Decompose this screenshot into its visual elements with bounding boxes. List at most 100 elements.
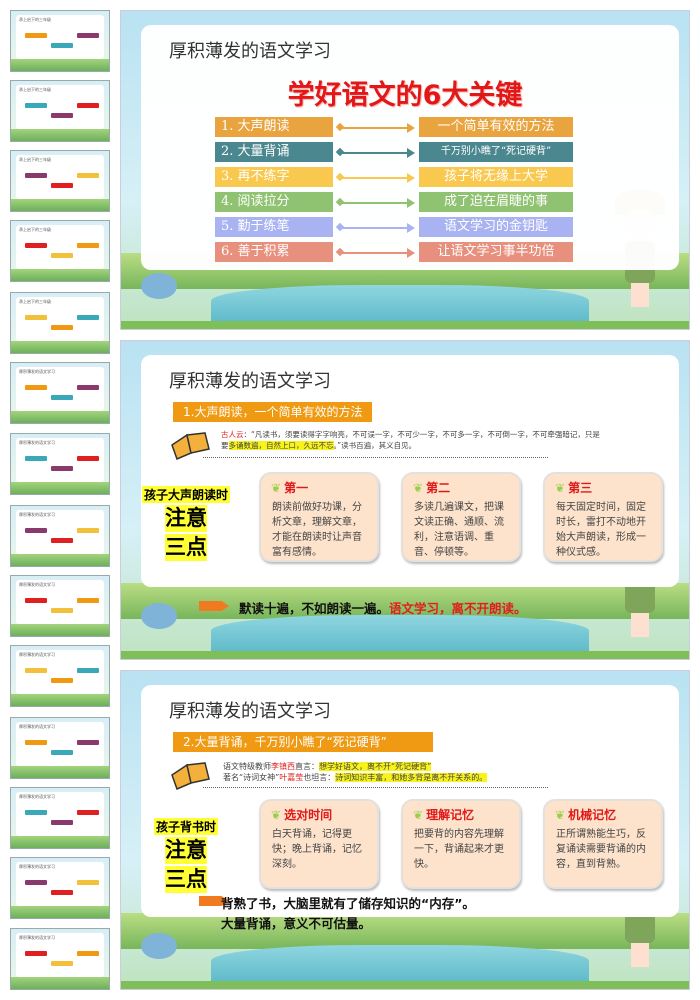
quote-text: 古人云：“凡读书，须要读得字字响亮，不可误一字，不可少一字，不可多一字，不可倒一… (221, 430, 600, 450)
thumbnail-title: 厚积薄发的语文学习 (19, 440, 55, 445)
key-row: 6. 善于积累 让语文学习事半功倍 (215, 242, 673, 262)
key-description: 语文学习的金钥匙 (419, 217, 573, 237)
thumbnail-title: 承上启下的三年级 (19, 17, 51, 22)
slide-thumbnail[interactable]: 厚积薄发的语文学习 (10, 575, 110, 637)
quote-text: 语文特级教师李镇西直言：想学好语文，离不开“死记硬背” 著名“诗词女神”叶嘉莹也… (223, 762, 488, 782)
thumbnail-block (77, 810, 99, 815)
double-arrow-icon (339, 248, 415, 258)
thumbnail-title: 厚积薄发的语文学习 (19, 794, 55, 799)
attention-note: 孩子背书时 注意 三点 (153, 818, 218, 893)
thumbnail-block (77, 385, 99, 390)
book-icon (171, 762, 210, 791)
double-arrow-icon (339, 173, 415, 183)
slide-thumbnail[interactable]: 承上启下的三年级 (10, 80, 110, 142)
flag-icon (199, 896, 229, 906)
slide-six-keys[interactable]: 厚积薄发的语文学习 学好语文的6大关键 1. 大声朗读 一个简单有效的方法 2. 大… (120, 10, 690, 330)
slide-title: 厚积薄发的语文学习 (169, 41, 331, 62)
thumbnail-block (77, 33, 99, 38)
summary-line: 默读十遍，不如朗读一遍。语文学习，离不开朗读。 (239, 601, 527, 616)
slide-thumbnail[interactable]: 厚积薄发的语文学习 (10, 505, 110, 567)
tip-card: ❦ 第三 每天固定时间，固定时长，雷打不动地开始大声朗读，形成一种仪式感。 (543, 472, 663, 562)
slide-thumbnail[interactable]: 厚积薄发的语文学习 (10, 433, 110, 495)
slide-thumbnail[interactable]: 厚积薄发的语文学习 (10, 787, 110, 849)
slide-read-aloud[interactable]: 厚积薄发的语文学习 1.大声朗读，一个简单有效的方法 古人云：“凡读书，须要读得… (120, 340, 690, 660)
thumbnail-block (77, 103, 99, 108)
thumbnail-block (51, 750, 73, 755)
tip-card: ❦ 第二 多读几遍课文，把课文读正确、通顺、流利，注意语调、重音、停顿等。 (401, 472, 521, 562)
thumbnail-block (51, 183, 73, 188)
slide-title: 厚积薄发的语文学习 (169, 701, 331, 722)
thumbnail-block (51, 43, 73, 48)
card-body: 把要背的内容先理解一下，背诵起来才更快。 (414, 829, 504, 870)
section-banner: 1.大声朗读，一个简单有效的方法 (173, 402, 373, 422)
leaf-icon: ❦ (555, 481, 566, 495)
thumbnail-block (25, 740, 47, 745)
leaf-icon: ❦ (413, 808, 424, 822)
scenery (121, 909, 689, 989)
card-body: 每天固定时间，固定时长，雷打不动地开始大声朗读，形成一种仪式感。 (556, 502, 646, 558)
slide-thumbnail[interactable]: 厚积薄发的语文学习 (10, 857, 110, 919)
double-arrow-icon (339, 198, 415, 208)
key-row: 4. 阅读拉分 成了迫在眉睫的事 (215, 192, 673, 212)
thumbnail-title: 承上启下的三年级 (19, 299, 51, 304)
card-body: 多读几遍课文，把课文读正确、通顺、流利，注意语调、重音、停顿等。 (414, 502, 504, 558)
thumbnail-title: 承上启下的三年级 (19, 157, 51, 162)
thumbnail-block (77, 668, 99, 673)
leaf-icon: ❦ (271, 808, 282, 822)
key-label: 4. 阅读拉分 (215, 192, 333, 212)
leaf-icon: ❦ (413, 481, 424, 495)
thumbnail-block (25, 456, 47, 461)
thumbnail-block (77, 456, 99, 461)
key-row: 5. 勤于练笔 语文学习的金钥匙 (215, 217, 673, 237)
leaf-icon: ❦ (271, 481, 282, 495)
slide-heading: 学好语文的6大关键 (287, 80, 523, 111)
key-description: 让语文学习事半功倍 (419, 242, 573, 262)
key-description: 成了迫在眉睫的事 (419, 192, 573, 212)
slide-thumbnail[interactable]: 厚积薄发的语文学习 (10, 717, 110, 779)
thumbnail-block (51, 325, 73, 330)
thumbnail-block (25, 243, 47, 248)
slide-thumbnail[interactable]: 厚积薄发的语文学习 (10, 645, 110, 707)
dotted-divider (203, 457, 548, 458)
card-title: 第一 (284, 481, 309, 495)
thumbnail-block (51, 466, 73, 471)
dotted-divider (203, 787, 548, 788)
thumbnail-title: 厚积薄发的语文学习 (19, 935, 55, 940)
tip-card: ❦ 选对时间 白天背诵，记得更快；晚上背诵，记忆深刻。 (259, 799, 379, 889)
section-banner: 2.大量背诵，千万别小瞧了“死记硬背” (173, 732, 433, 752)
thumbnail-block (25, 33, 47, 38)
thumbnail-block (77, 173, 99, 178)
thumbnail-block (25, 103, 47, 108)
key-row: 1. 大声朗读 一个简单有效的方法 (215, 117, 673, 137)
card-title: 理解记忆 (426, 808, 475, 822)
fish-illustration (141, 603, 177, 629)
slide-thumbnail[interactable]: 厚积薄发的语文学习 (10, 362, 110, 424)
thumbnail-title: 厚积薄发的语文学习 (19, 369, 55, 374)
slide-thumbnail[interactable]: 承上启下的三年级 (10, 292, 110, 354)
thumbnail-title: 厚积薄发的语文学习 (19, 582, 55, 587)
thumbnail-block (51, 253, 73, 258)
flag-icon (199, 601, 229, 611)
thumbnail-title: 厚积薄发的语文学习 (19, 724, 55, 729)
key-description: 千万别小瞧了“死记硬背” (419, 142, 573, 162)
tip-card: ❦ 理解记忆把要背的内容先理解一下，背诵起来才更快。 (401, 799, 521, 889)
thumbnail-block (25, 810, 47, 815)
thumbnail-title: 承上启下的三年级 (19, 87, 51, 92)
tip-card: ❦ 机械记忆 正所谓熟能生巧，反复诵读需要背诵的内容，直到背熟。 (543, 799, 663, 889)
slide-thumbnail[interactable]: 承上启下的三年级 (10, 220, 110, 282)
thumbnail-block (77, 315, 99, 320)
slide-thumbnail[interactable]: 承上启下的三年级 (10, 150, 110, 212)
double-arrow-icon (339, 223, 415, 233)
slide-recitation[interactable]: 厚积薄发的语文学习 2.大量背诵，千万别小瞧了“死记硬背” 语文特级教师李镇西直… (120, 670, 690, 990)
book-icon (171, 432, 210, 461)
key-label: 6. 善于积累 (215, 242, 333, 262)
card-title: 机械记忆 (568, 808, 617, 822)
slide-thumbnail-panel: 承上启下的三年级 承上启下的三年级 承上启下的三年级 承上启下的三年级 承上启下的三年级… (0, 0, 118, 1000)
card-body: 白天背诵，记得更快；晚上背诵，记忆深刻。 (272, 829, 362, 870)
summary-line: 背熟了书，大脑里就有了储存知识的“内存”。 (221, 896, 475, 911)
slide-thumbnail[interactable]: 承上启下的三年级 (10, 10, 110, 72)
slide-thumbnail[interactable]: 厚积薄发的语文学习 (10, 928, 110, 990)
thumbnail-block (25, 385, 47, 390)
thumbnail-title: 厚积薄发的语文学习 (19, 512, 55, 517)
thumbnail-block (25, 951, 47, 956)
